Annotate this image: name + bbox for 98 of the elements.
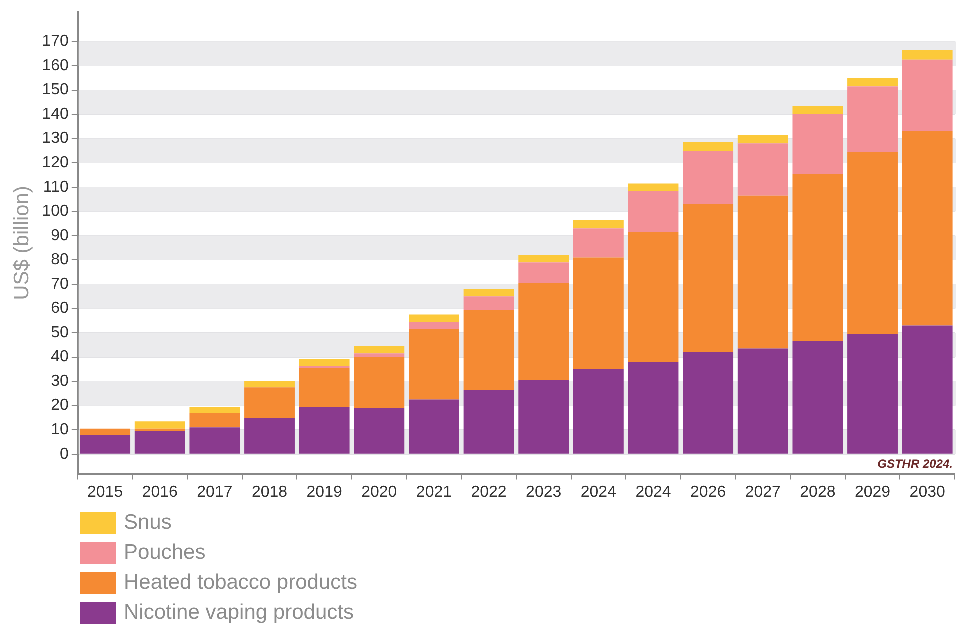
y-tick-label: 140 bbox=[42, 106, 69, 123]
y-tick-label: 40 bbox=[51, 348, 69, 366]
bar bbox=[354, 346, 405, 354]
bar bbox=[738, 348, 788, 454]
bar bbox=[792, 174, 844, 342]
bar bbox=[190, 428, 240, 454]
bar bbox=[190, 413, 240, 428]
bar bbox=[299, 368, 350, 408]
y-tick-label: 110 bbox=[43, 178, 69, 196]
x-tick-label: 2024 bbox=[636, 484, 672, 501]
y-axis-title: US$ (billion) bbox=[10, 186, 34, 300]
y-tick-label: 20 bbox=[51, 397, 69, 414]
bar bbox=[518, 283, 570, 380]
legend-label: Nicotine vaping products bbox=[124, 601, 354, 625]
y-tick-label: 160 bbox=[42, 57, 69, 74]
bar bbox=[134, 431, 186, 454]
y-tick-label: 130 bbox=[42, 130, 69, 148]
y-tick-label: 0 bbox=[60, 446, 69, 463]
bar bbox=[409, 329, 460, 400]
bar bbox=[848, 86, 898, 152]
bar bbox=[683, 352, 734, 454]
bar bbox=[792, 114, 844, 174]
bar bbox=[902, 132, 953, 326]
y-tick-label: 70 bbox=[51, 276, 69, 293]
bar bbox=[792, 106, 844, 115]
x-tick-label: 2030 bbox=[910, 484, 946, 501]
x-tick-label: 2024 bbox=[580, 484, 617, 501]
x-tick-label: 2016 bbox=[142, 484, 178, 501]
bar bbox=[848, 152, 898, 334]
bar bbox=[244, 382, 295, 388]
x-tick-label: 2017 bbox=[197, 484, 233, 501]
bar bbox=[573, 220, 624, 229]
bar bbox=[518, 262, 570, 284]
y-tick-label: 120 bbox=[42, 154, 69, 172]
bar bbox=[299, 358, 350, 366]
bar bbox=[628, 232, 679, 362]
x-tick-label: 2019 bbox=[306, 484, 342, 501]
bar bbox=[464, 310, 514, 390]
bar bbox=[80, 428, 131, 435]
bar bbox=[902, 50, 953, 60]
y-tick-label: 150 bbox=[42, 82, 69, 99]
bar bbox=[792, 342, 844, 454]
bar bbox=[738, 135, 788, 144]
bar bbox=[299, 407, 350, 454]
bar bbox=[518, 255, 570, 263]
bar bbox=[848, 78, 898, 87]
bar bbox=[464, 296, 514, 310]
bar bbox=[409, 322, 460, 330]
bar bbox=[738, 144, 788, 196]
y-tick-label: 80 bbox=[51, 252, 69, 269]
bar bbox=[134, 428, 186, 432]
y-tick-label: 100 bbox=[42, 203, 69, 220]
x-tick-label: 2021 bbox=[416, 484, 452, 501]
bar bbox=[628, 184, 679, 192]
x-tick-label: 2026 bbox=[690, 484, 726, 501]
bar bbox=[518, 380, 570, 454]
bar bbox=[902, 326, 953, 454]
x-tick-label: 2018 bbox=[252, 484, 288, 501]
y-tick-label: 90 bbox=[51, 227, 69, 244]
bar bbox=[190, 407, 240, 414]
bar bbox=[409, 400, 460, 454]
y-tick-label: 30 bbox=[51, 372, 69, 390]
bar bbox=[683, 150, 734, 204]
bar bbox=[573, 369, 624, 454]
bar bbox=[683, 204, 734, 352]
y-tick-label: 50 bbox=[51, 324, 69, 342]
bar bbox=[573, 228, 624, 258]
x-tick-label: 2022 bbox=[471, 484, 507, 501]
bar bbox=[354, 408, 405, 454]
y-tick-label: 60 bbox=[51, 300, 69, 318]
bar bbox=[409, 314, 460, 322]
bar bbox=[354, 354, 405, 358]
bar bbox=[573, 258, 624, 370]
bar bbox=[464, 390, 514, 454]
bar bbox=[848, 334, 898, 454]
bar bbox=[244, 388, 295, 418]
bar bbox=[628, 191, 679, 232]
legend-label: Pouches bbox=[124, 541, 206, 565]
bar bbox=[902, 60, 953, 132]
bar bbox=[628, 362, 679, 454]
legend-label: Snus bbox=[124, 511, 172, 535]
x-tick-label: 2028 bbox=[800, 484, 836, 501]
x-tick-label: 2027 bbox=[745, 484, 782, 501]
legend-label: Heated tobacco products bbox=[124, 571, 358, 595]
bar bbox=[244, 418, 295, 454]
bar bbox=[80, 434, 131, 454]
annotation: GSTHR 2024. bbox=[878, 457, 953, 472]
y-tick-label: 170 bbox=[42, 33, 69, 50]
x-tick-label: 2029 bbox=[854, 484, 891, 501]
bar bbox=[464, 289, 514, 297]
x-tick-label: 2023 bbox=[526, 484, 562, 501]
y-tick-label: 10 bbox=[51, 422, 69, 439]
x-tick-label: 2020 bbox=[362, 484, 398, 501]
bar bbox=[134, 422, 186, 429]
x-tick-label: 2015 bbox=[88, 484, 124, 501]
bar bbox=[683, 142, 734, 151]
bar bbox=[354, 357, 405, 408]
bar bbox=[738, 196, 788, 349]
